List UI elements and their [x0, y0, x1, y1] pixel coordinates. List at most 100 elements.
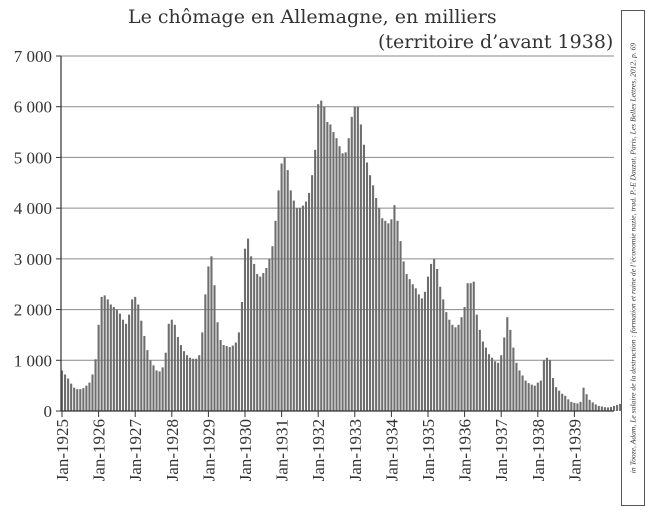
- chart-subtitle: (territoire d’avant 1938): [378, 31, 614, 53]
- bar: [585, 394, 588, 411]
- bar: [198, 355, 201, 411]
- bar: [155, 370, 158, 411]
- bar: [131, 299, 134, 411]
- x-tick-label: Jan-1927: [126, 419, 145, 482]
- x-tick-label: Jan-1935: [419, 419, 438, 481]
- bar: [186, 355, 189, 411]
- bar: [161, 367, 164, 411]
- bar: [289, 190, 292, 411]
- bar: [173, 324, 176, 411]
- bar: [576, 403, 579, 411]
- chart-title: Le chômage en Allemagne, en milliers: [128, 6, 497, 28]
- bar: [506, 317, 509, 411]
- bar: [335, 138, 338, 411]
- bar: [216, 322, 219, 411]
- bar: [387, 223, 390, 411]
- bar: [359, 124, 362, 412]
- bar: [564, 395, 567, 411]
- x-tick-label: Jan-1931: [273, 419, 292, 481]
- bar: [143, 335, 146, 411]
- bar: [448, 319, 451, 411]
- bar: [558, 390, 561, 411]
- bar: [555, 387, 558, 411]
- bar: [64, 374, 67, 411]
- bar: [442, 299, 445, 411]
- bar: [521, 375, 524, 411]
- y-tick-label: 5 000: [14, 148, 52, 167]
- bar: [304, 201, 308, 411]
- bar: [472, 281, 475, 411]
- bar: [103, 295, 106, 411]
- bar: [118, 313, 121, 411]
- bar: [597, 405, 600, 411]
- bar: [323, 106, 326, 412]
- bar: [164, 352, 167, 411]
- bar: [491, 357, 494, 411]
- y-tick-label: 1 000: [14, 351, 52, 370]
- bar: [613, 405, 616, 411]
- bar: [494, 361, 497, 411]
- bar: [512, 347, 515, 411]
- bar: [213, 285, 216, 411]
- bar: [524, 380, 527, 411]
- bar: [292, 200, 295, 411]
- bar: [158, 371, 161, 411]
- bar: [530, 384, 533, 411]
- bar: [283, 157, 286, 411]
- bar: [259, 276, 262, 411]
- x-tick-label: Jan-1934: [382, 419, 401, 482]
- bar: [91, 374, 94, 411]
- bar: [475, 314, 478, 411]
- bar: [402, 261, 405, 411]
- bar: [619, 403, 622, 411]
- bar: [179, 345, 182, 411]
- bar: [228, 347, 231, 411]
- bar: [204, 294, 207, 411]
- bar: [250, 256, 253, 411]
- bar: [341, 153, 344, 411]
- y-tick-label: 4 000: [14, 199, 52, 218]
- bar: [582, 387, 585, 411]
- bar: [390, 219, 393, 411]
- bar: [326, 121, 329, 412]
- x-tick-label: Jan-1939: [565, 419, 584, 481]
- bar: [463, 307, 466, 411]
- bar: [430, 263, 433, 411]
- bar: [256, 274, 259, 411]
- bar: [545, 357, 548, 411]
- bar: [591, 402, 594, 411]
- bar: [192, 358, 195, 411]
- bar: [329, 124, 332, 412]
- bar: [457, 324, 460, 411]
- bar: [82, 388, 85, 411]
- bar: [478, 329, 481, 411]
- bar: [253, 263, 256, 411]
- bar: [536, 382, 539, 411]
- bar: [97, 324, 100, 411]
- bar: [60, 370, 64, 411]
- bar: [76, 389, 79, 411]
- bar: [268, 258, 271, 411]
- bar: [265, 267, 268, 411]
- bar: [222, 345, 225, 411]
- bar: [362, 144, 365, 411]
- bar: [247, 238, 250, 411]
- bar: [277, 190, 280, 411]
- bar: [405, 274, 408, 411]
- bar: [106, 299, 109, 411]
- x-tick-label: Jan-1928: [163, 419, 182, 481]
- bar: [439, 286, 442, 411]
- bar: [67, 378, 70, 411]
- bar: [481, 341, 484, 411]
- bar: [588, 399, 591, 411]
- bar: [280, 163, 283, 411]
- bar: [408, 279, 411, 411]
- bar: [515, 362, 518, 411]
- bar: [365, 162, 369, 411]
- x-tick-label: Jan-1937: [492, 419, 511, 482]
- bar: [503, 337, 506, 411]
- bar: [372, 185, 375, 411]
- x-tick-label: Jan-1936: [456, 419, 475, 481]
- bar: [311, 175, 314, 411]
